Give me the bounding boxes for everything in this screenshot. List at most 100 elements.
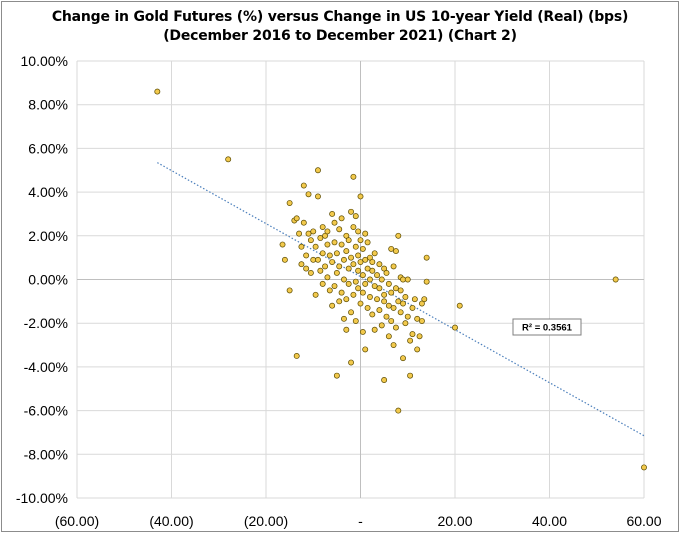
data-point xyxy=(331,283,338,290)
data-point xyxy=(324,274,331,281)
data-point xyxy=(350,291,357,298)
data-point xyxy=(400,300,406,307)
data-point xyxy=(381,377,388,383)
data-point xyxy=(331,219,338,226)
data-point xyxy=(392,324,399,331)
chart-title: Change in Gold Futures (%) versus Change… xyxy=(51,9,629,25)
data-point xyxy=(333,250,340,257)
data-point xyxy=(336,298,343,305)
data-point xyxy=(414,315,421,322)
data-point xyxy=(298,261,305,268)
data-point xyxy=(352,243,359,250)
data-point xyxy=(376,261,383,268)
y-tick-labels: 10.00% 8.00% 6.00% 4.00% 2.00% 0.00% -2.00% -4.… xyxy=(16,53,68,506)
data-point xyxy=(315,193,321,200)
y-tick-label: 6.00% xyxy=(28,140,68,156)
data-point xyxy=(414,346,421,353)
data-point xyxy=(350,224,357,231)
data-point xyxy=(312,243,319,250)
data-point xyxy=(345,237,352,244)
data-point xyxy=(364,239,371,246)
data-point xyxy=(376,307,383,314)
data-point xyxy=(374,272,380,279)
data-point xyxy=(383,313,390,320)
data-point xyxy=(376,285,383,292)
data-point xyxy=(336,226,343,233)
data-point xyxy=(307,269,314,276)
data-point xyxy=(367,254,373,261)
data-point xyxy=(341,315,347,322)
data-point xyxy=(397,309,404,316)
data-point xyxy=(345,265,352,272)
data-point xyxy=(338,289,345,296)
data-point xyxy=(404,276,411,283)
data-point xyxy=(279,241,286,248)
x-tick-label: - xyxy=(358,513,363,529)
data-point xyxy=(371,283,378,290)
data-point xyxy=(319,280,326,287)
data-point xyxy=(355,285,362,292)
chart-title-block: Change in Gold Futures (%) versus Change… xyxy=(0,8,680,46)
data-point xyxy=(381,265,388,272)
data-point xyxy=(371,250,378,257)
data-point xyxy=(357,300,364,307)
data-point xyxy=(456,302,463,309)
data-point xyxy=(343,232,350,239)
data-point xyxy=(317,267,324,274)
data-point xyxy=(315,167,321,174)
data-point xyxy=(286,200,293,206)
data-point xyxy=(381,291,388,298)
data-point xyxy=(392,285,399,292)
data-point xyxy=(369,267,376,274)
data-point xyxy=(300,182,307,189)
data-point xyxy=(225,156,232,163)
data-point xyxy=(338,215,345,222)
data-point xyxy=(388,289,395,296)
data-point xyxy=(378,322,385,329)
data-point xyxy=(423,254,430,261)
x-tick-label: 20.00 xyxy=(437,513,472,529)
trendline xyxy=(157,162,645,437)
data-point xyxy=(359,245,366,252)
data-point xyxy=(300,219,307,226)
data-point xyxy=(409,331,416,338)
data-point xyxy=(404,313,411,320)
data-point xyxy=(333,372,340,379)
data-point xyxy=(392,248,399,255)
data-point xyxy=(352,278,359,285)
data-point xyxy=(352,318,359,324)
data-point xyxy=(293,353,300,359)
x-tick-label: (60.00) xyxy=(55,513,99,529)
data-point xyxy=(338,241,345,248)
data-point xyxy=(286,287,293,294)
data-point xyxy=(390,342,397,348)
data-point xyxy=(390,304,397,311)
y-tick-label: -6.00% xyxy=(24,403,68,419)
data-point xyxy=(343,296,350,303)
data-point xyxy=(322,263,329,270)
y-tick-label: -4.00% xyxy=(24,359,68,375)
data-point xyxy=(305,191,312,198)
data-point xyxy=(385,280,392,287)
data-point xyxy=(407,372,414,379)
data-point xyxy=(333,269,340,276)
x-tick-label: 40.00 xyxy=(532,513,567,529)
data-point xyxy=(395,232,402,239)
r-squared-box xyxy=(512,318,582,336)
data-point xyxy=(362,230,369,237)
data-point xyxy=(421,296,428,303)
data-point xyxy=(423,278,430,285)
data-point xyxy=(319,250,326,257)
data-point xyxy=(416,333,423,340)
data-point xyxy=(369,311,376,318)
data-point xyxy=(359,272,366,279)
data-point xyxy=(296,230,303,237)
data-point xyxy=(385,302,392,309)
y-tick-label: -10.00% xyxy=(16,490,68,506)
y-tick-label: 2.00% xyxy=(28,228,68,244)
data-point xyxy=(383,269,390,276)
data-point xyxy=(348,359,354,366)
data-point xyxy=(348,309,354,316)
data-point xyxy=(367,294,373,300)
data-point xyxy=(378,276,385,283)
